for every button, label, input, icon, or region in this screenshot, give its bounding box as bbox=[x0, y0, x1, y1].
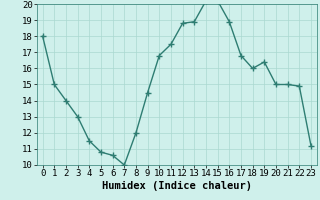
X-axis label: Humidex (Indice chaleur): Humidex (Indice chaleur) bbox=[102, 181, 252, 191]
